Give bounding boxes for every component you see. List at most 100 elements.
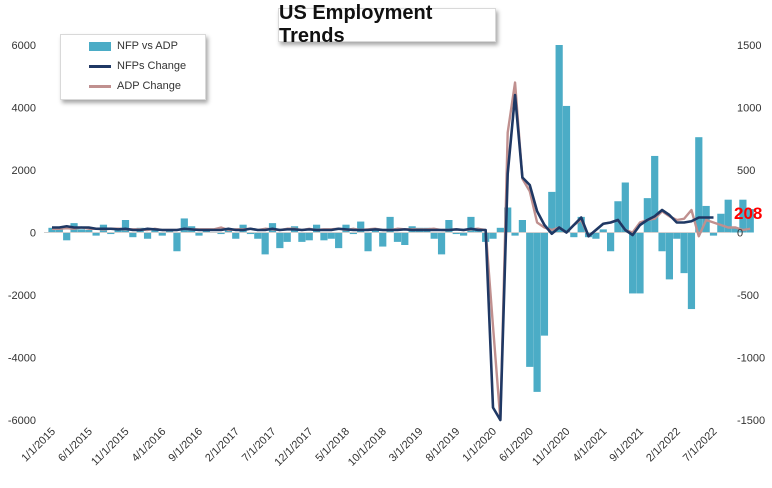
bar — [180, 218, 188, 233]
bar — [511, 232, 519, 236]
bar — [577, 216, 585, 233]
bar — [430, 232, 438, 239]
bar — [467, 216, 475, 233]
left-axis-tick-label: 4000 — [12, 103, 36, 115]
bar — [63, 232, 71, 241]
x-axis-tick-label: 8/1/2019 — [424, 426, 463, 465]
bar — [489, 232, 497, 239]
bar — [393, 232, 402, 242]
last-value-label: 208 — [734, 204, 763, 223]
x-axis-tick-label: 11/1/2020 — [530, 426, 573, 469]
bar — [555, 45, 563, 233]
right-axis-tick-label: -1000 — [737, 353, 765, 365]
bar — [445, 220, 453, 233]
bar — [261, 232, 269, 255]
bar — [386, 216, 394, 233]
x-axis-tick-label: 11/1/2015 — [89, 426, 132, 469]
right-axis-layer: 1500 1000 500 0 -500 -1000 -1500 — [737, 40, 765, 427]
bar — [195, 232, 203, 236]
bar — [129, 232, 137, 238]
bar — [246, 232, 255, 235]
bar — [540, 232, 549, 336]
legend-label: NFPs Change — [117, 60, 187, 72]
left-axis-tick-label: -4000 — [8, 353, 36, 365]
bar — [107, 232, 115, 235]
bar — [731, 227, 740, 233]
x-axis-tick-label: 4/1/2021 — [571, 426, 610, 465]
bar — [526, 232, 534, 367]
legend-swatch-line — [89, 85, 111, 88]
bar — [85, 230, 93, 233]
bar — [298, 232, 306, 242]
bar — [401, 232, 409, 245]
bar — [496, 227, 504, 233]
bar — [232, 232, 240, 239]
bar — [217, 232, 225, 235]
bar — [518, 220, 526, 233]
x-axis-tick-label: 2/1/2022 — [644, 426, 683, 465]
legend-label: NFP vs ADP — [117, 40, 178, 52]
bar — [687, 232, 696, 310]
bar — [379, 232, 387, 247]
bar — [643, 198, 651, 233]
bar — [548, 191, 556, 233]
x-axis-tick-label: 10/1/2018 — [346, 426, 389, 469]
x-axis-tick-label: 2/1/2017 — [203, 426, 242, 465]
bar — [48, 227, 56, 233]
x-axis-tick-label: 3/1/2019 — [387, 426, 426, 465]
bar — [614, 201, 622, 233]
right-axis-tick-label: 1000 — [737, 103, 761, 115]
left-axis-tick-label: 0 — [30, 228, 36, 240]
bar — [437, 232, 446, 255]
bar — [364, 232, 372, 252]
right-axis-tick-label: 0 — [737, 228, 743, 240]
nfps-change-line — [52, 93, 714, 422]
bar — [533, 232, 541, 392]
bar — [151, 229, 159, 233]
right-axis-tick-label: 1500 — [737, 40, 761, 52]
line-series-layer — [52, 81, 751, 422]
bar — [709, 232, 718, 236]
bar — [320, 232, 328, 241]
bar — [452, 232, 460, 235]
legend-swatch-line — [89, 65, 111, 68]
bar — [746, 209, 754, 233]
bar — [658, 232, 666, 252]
bar — [724, 199, 732, 233]
chart-title: US Employment Trends — [278, 2, 496, 47]
right-axis-tick-label: 500 — [737, 165, 755, 177]
left-axis-tick-label: -6000 — [8, 415, 36, 427]
bar — [254, 232, 262, 239]
bar — [327, 232, 335, 239]
bar — [276, 232, 284, 249]
bar — [607, 232, 615, 252]
x-axis-layer: 1/1/20156/1/201511/1/20154/1/20169/1/201… — [19, 426, 719, 469]
x-axis-tick-label: 7/1/2022 — [681, 426, 720, 465]
x-axis-tick-label: 9/1/2021 — [607, 426, 646, 465]
x-axis-tick-label: 4/1/2016 — [130, 426, 169, 465]
right-axis-tick-label: -500 — [737, 290, 759, 302]
bar — [92, 232, 100, 236]
bar — [599, 229, 607, 233]
legend-swatch-bar — [89, 42, 111, 51]
bar — [349, 232, 357, 235]
bar — [739, 199, 747, 233]
bar — [570, 232, 578, 238]
bar — [357, 221, 365, 233]
bar — [313, 224, 321, 233]
bar — [173, 232, 181, 252]
bar — [77, 229, 85, 233]
x-axis-tick-label: 1/1/2015 — [19, 426, 58, 465]
left-axis-tick-label: 2000 — [12, 165, 36, 177]
bar — [158, 232, 166, 236]
bar — [371, 229, 379, 233]
bar — [562, 105, 571, 233]
legend-label: ADP Change — [117, 80, 182, 92]
chart-legend: NFP vs ADP NFPs Change ADP Change — [60, 34, 206, 100]
bar — [460, 232, 468, 236]
bar — [504, 207, 512, 233]
bar — [121, 220, 130, 233]
bar — [621, 182, 629, 233]
bar — [695, 137, 703, 233]
bar — [283, 232, 291, 242]
